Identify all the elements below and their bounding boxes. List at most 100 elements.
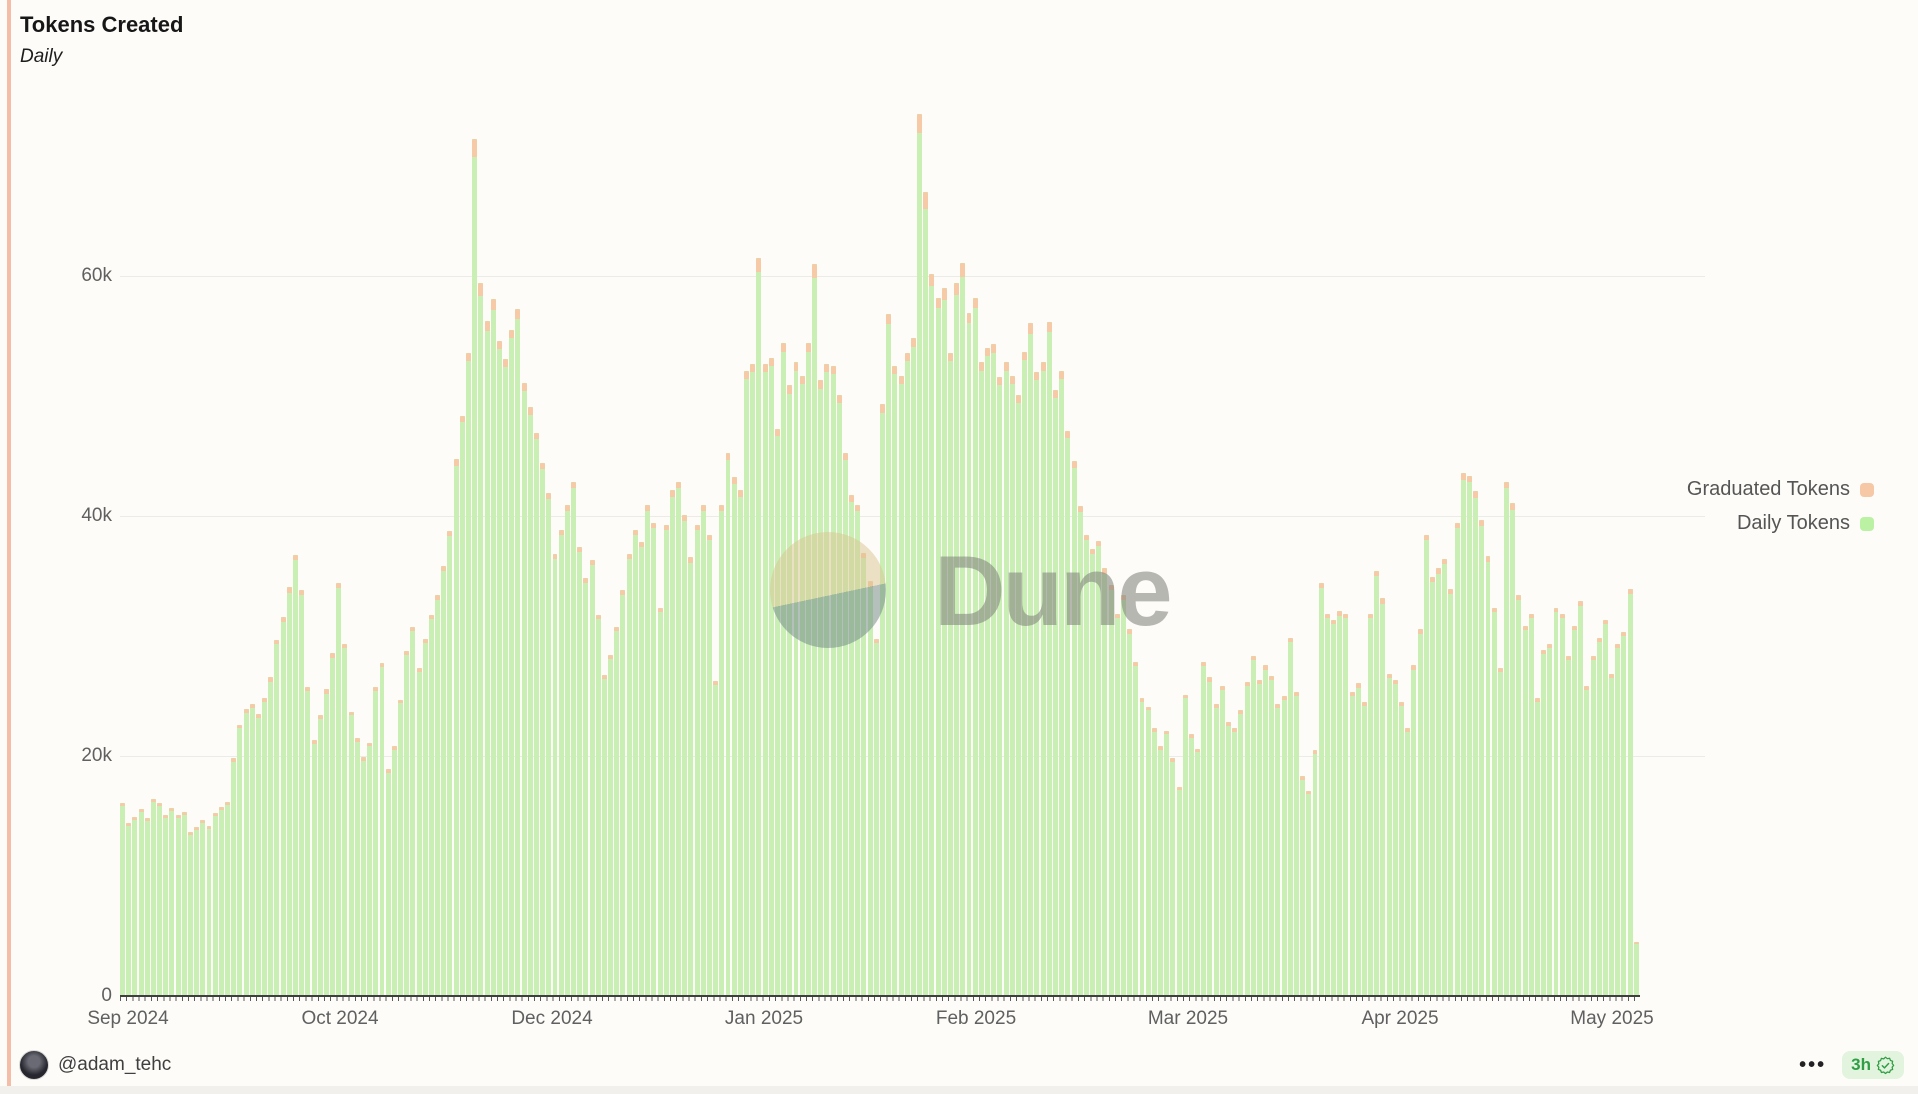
- bar[interactable]: [194, 827, 200, 996]
- bar[interactable]: [1034, 372, 1040, 996]
- bar[interactable]: [706, 534, 712, 996]
- bar[interactable]: [1368, 613, 1374, 996]
- bar[interactable]: [1547, 643, 1553, 996]
- more-menu-icon[interactable]: •••: [1799, 1054, 1827, 1076]
- bar[interactable]: [1306, 791, 1312, 996]
- bar[interactable]: [898, 375, 904, 996]
- bar[interactable]: [249, 704, 255, 996]
- bar[interactable]: [1065, 431, 1071, 996]
- bar[interactable]: [1275, 704, 1281, 996]
- bar[interactable]: [515, 309, 521, 996]
- bar[interactable]: [1534, 698, 1540, 996]
- bar[interactable]: [824, 363, 830, 996]
- bar[interactable]: [972, 298, 978, 996]
- bar[interactable]: [466, 352, 471, 996]
- bar[interactable]: [601, 675, 607, 996]
- bar[interactable]: [416, 667, 422, 996]
- bar[interactable]: [1405, 728, 1411, 996]
- bar[interactable]: [1318, 582, 1324, 996]
- bar[interactable]: [1219, 685, 1225, 996]
- bar[interactable]: [336, 582, 342, 996]
- bar[interactable]: [398, 699, 404, 996]
- bar[interactable]: [558, 529, 564, 996]
- bar[interactable]: [805, 343, 811, 996]
- bar[interactable]: [725, 453, 731, 996]
- bar[interactable]: [1059, 370, 1065, 996]
- bar[interactable]: [1201, 661, 1207, 996]
- bar[interactable]: [157, 803, 163, 996]
- bar[interactable]: [126, 822, 132, 996]
- bar[interactable]: [676, 481, 682, 996]
- bar[interactable]: [546, 492, 552, 996]
- bar[interactable]: [1114, 613, 1120, 996]
- bar[interactable]: [1541, 649, 1547, 996]
- bar[interactable]: [583, 577, 589, 996]
- bar[interactable]: [867, 581, 873, 996]
- bar[interactable]: [645, 504, 651, 996]
- bar[interactable]: [1615, 643, 1621, 996]
- bar[interactable]: [1479, 520, 1485, 996]
- bar[interactable]: [577, 546, 583, 996]
- bar[interactable]: [484, 321, 490, 996]
- bar[interactable]: [663, 525, 669, 996]
- bar[interactable]: [571, 481, 577, 996]
- bar[interactable]: [756, 258, 762, 996]
- bar[interactable]: [904, 352, 910, 996]
- bar[interactable]: [1602, 619, 1608, 996]
- bar[interactable]: [1232, 728, 1238, 996]
- bar[interactable]: [954, 283, 960, 996]
- bar[interactable]: [1436, 568, 1442, 996]
- bar[interactable]: [237, 724, 243, 996]
- bar[interactable]: [299, 589, 305, 996]
- bar[interactable]: [552, 553, 558, 996]
- bar[interactable]: [1195, 748, 1201, 996]
- bar[interactable]: [997, 376, 1003, 996]
- bar[interactable]: [1584, 685, 1590, 996]
- bar[interactable]: [750, 363, 756, 996]
- bar[interactable]: [669, 490, 675, 996]
- bar[interactable]: [818, 380, 824, 996]
- bar[interactable]: [428, 615, 434, 996]
- bar[interactable]: [1015, 394, 1021, 996]
- bar[interactable]: [1633, 942, 1639, 996]
- bar[interactable]: [138, 809, 144, 996]
- bar[interactable]: [731, 477, 737, 996]
- bar[interactable]: [1627, 588, 1633, 996]
- bar[interactable]: [231, 758, 237, 996]
- bar[interactable]: [1158, 746, 1164, 996]
- bar[interactable]: [787, 385, 793, 996]
- bar[interactable]: [373, 687, 379, 996]
- bar[interactable]: [991, 344, 997, 996]
- bar[interactable]: [849, 495, 855, 996]
- bar[interactable]: [1040, 362, 1046, 996]
- bar[interactable]: [410, 627, 416, 996]
- bar[interactable]: [1120, 594, 1126, 996]
- bar[interactable]: [169, 808, 175, 996]
- bar[interactable]: [1176, 786, 1182, 996]
- bar[interactable]: [929, 273, 935, 996]
- bar[interactable]: [1355, 683, 1361, 996]
- bar[interactable]: [385, 769, 391, 996]
- bar[interactable]: [651, 522, 657, 996]
- bar[interactable]: [1188, 734, 1194, 996]
- bar[interactable]: [608, 654, 614, 996]
- bar[interactable]: [1028, 323, 1034, 996]
- bar[interactable]: [490, 299, 496, 996]
- bar[interactable]: [886, 313, 892, 996]
- bar[interactable]: [1590, 655, 1596, 996]
- bar[interactable]: [1510, 503, 1516, 996]
- bar[interactable]: [144, 817, 150, 996]
- bar[interactable]: [799, 375, 805, 996]
- bar[interactable]: [1263, 665, 1269, 996]
- bar[interactable]: [1528, 613, 1534, 996]
- bar[interactable]: [1337, 611, 1343, 996]
- bar[interactable]: [713, 681, 719, 996]
- bar[interactable]: [1269, 676, 1275, 996]
- bar[interactable]: [632, 529, 638, 996]
- bar[interactable]: [774, 429, 780, 996]
- bar[interactable]: [1460, 473, 1466, 996]
- bar[interactable]: [1466, 475, 1472, 996]
- bar[interactable]: [1009, 375, 1015, 996]
- bar[interactable]: [243, 709, 249, 996]
- legend-item-graduated-tokens[interactable]: Graduated Tokens: [1687, 478, 1874, 501]
